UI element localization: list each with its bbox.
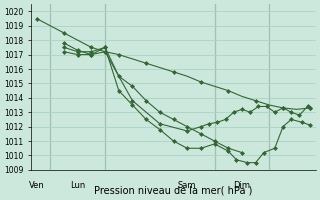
X-axis label: Pression niveau de la mer( hPa ): Pression niveau de la mer( hPa ) xyxy=(94,186,253,196)
Text: Lun: Lun xyxy=(70,181,85,190)
Text: Ven: Ven xyxy=(29,181,44,190)
Text: Sam: Sam xyxy=(178,181,196,190)
Text: Dim: Dim xyxy=(233,181,251,190)
